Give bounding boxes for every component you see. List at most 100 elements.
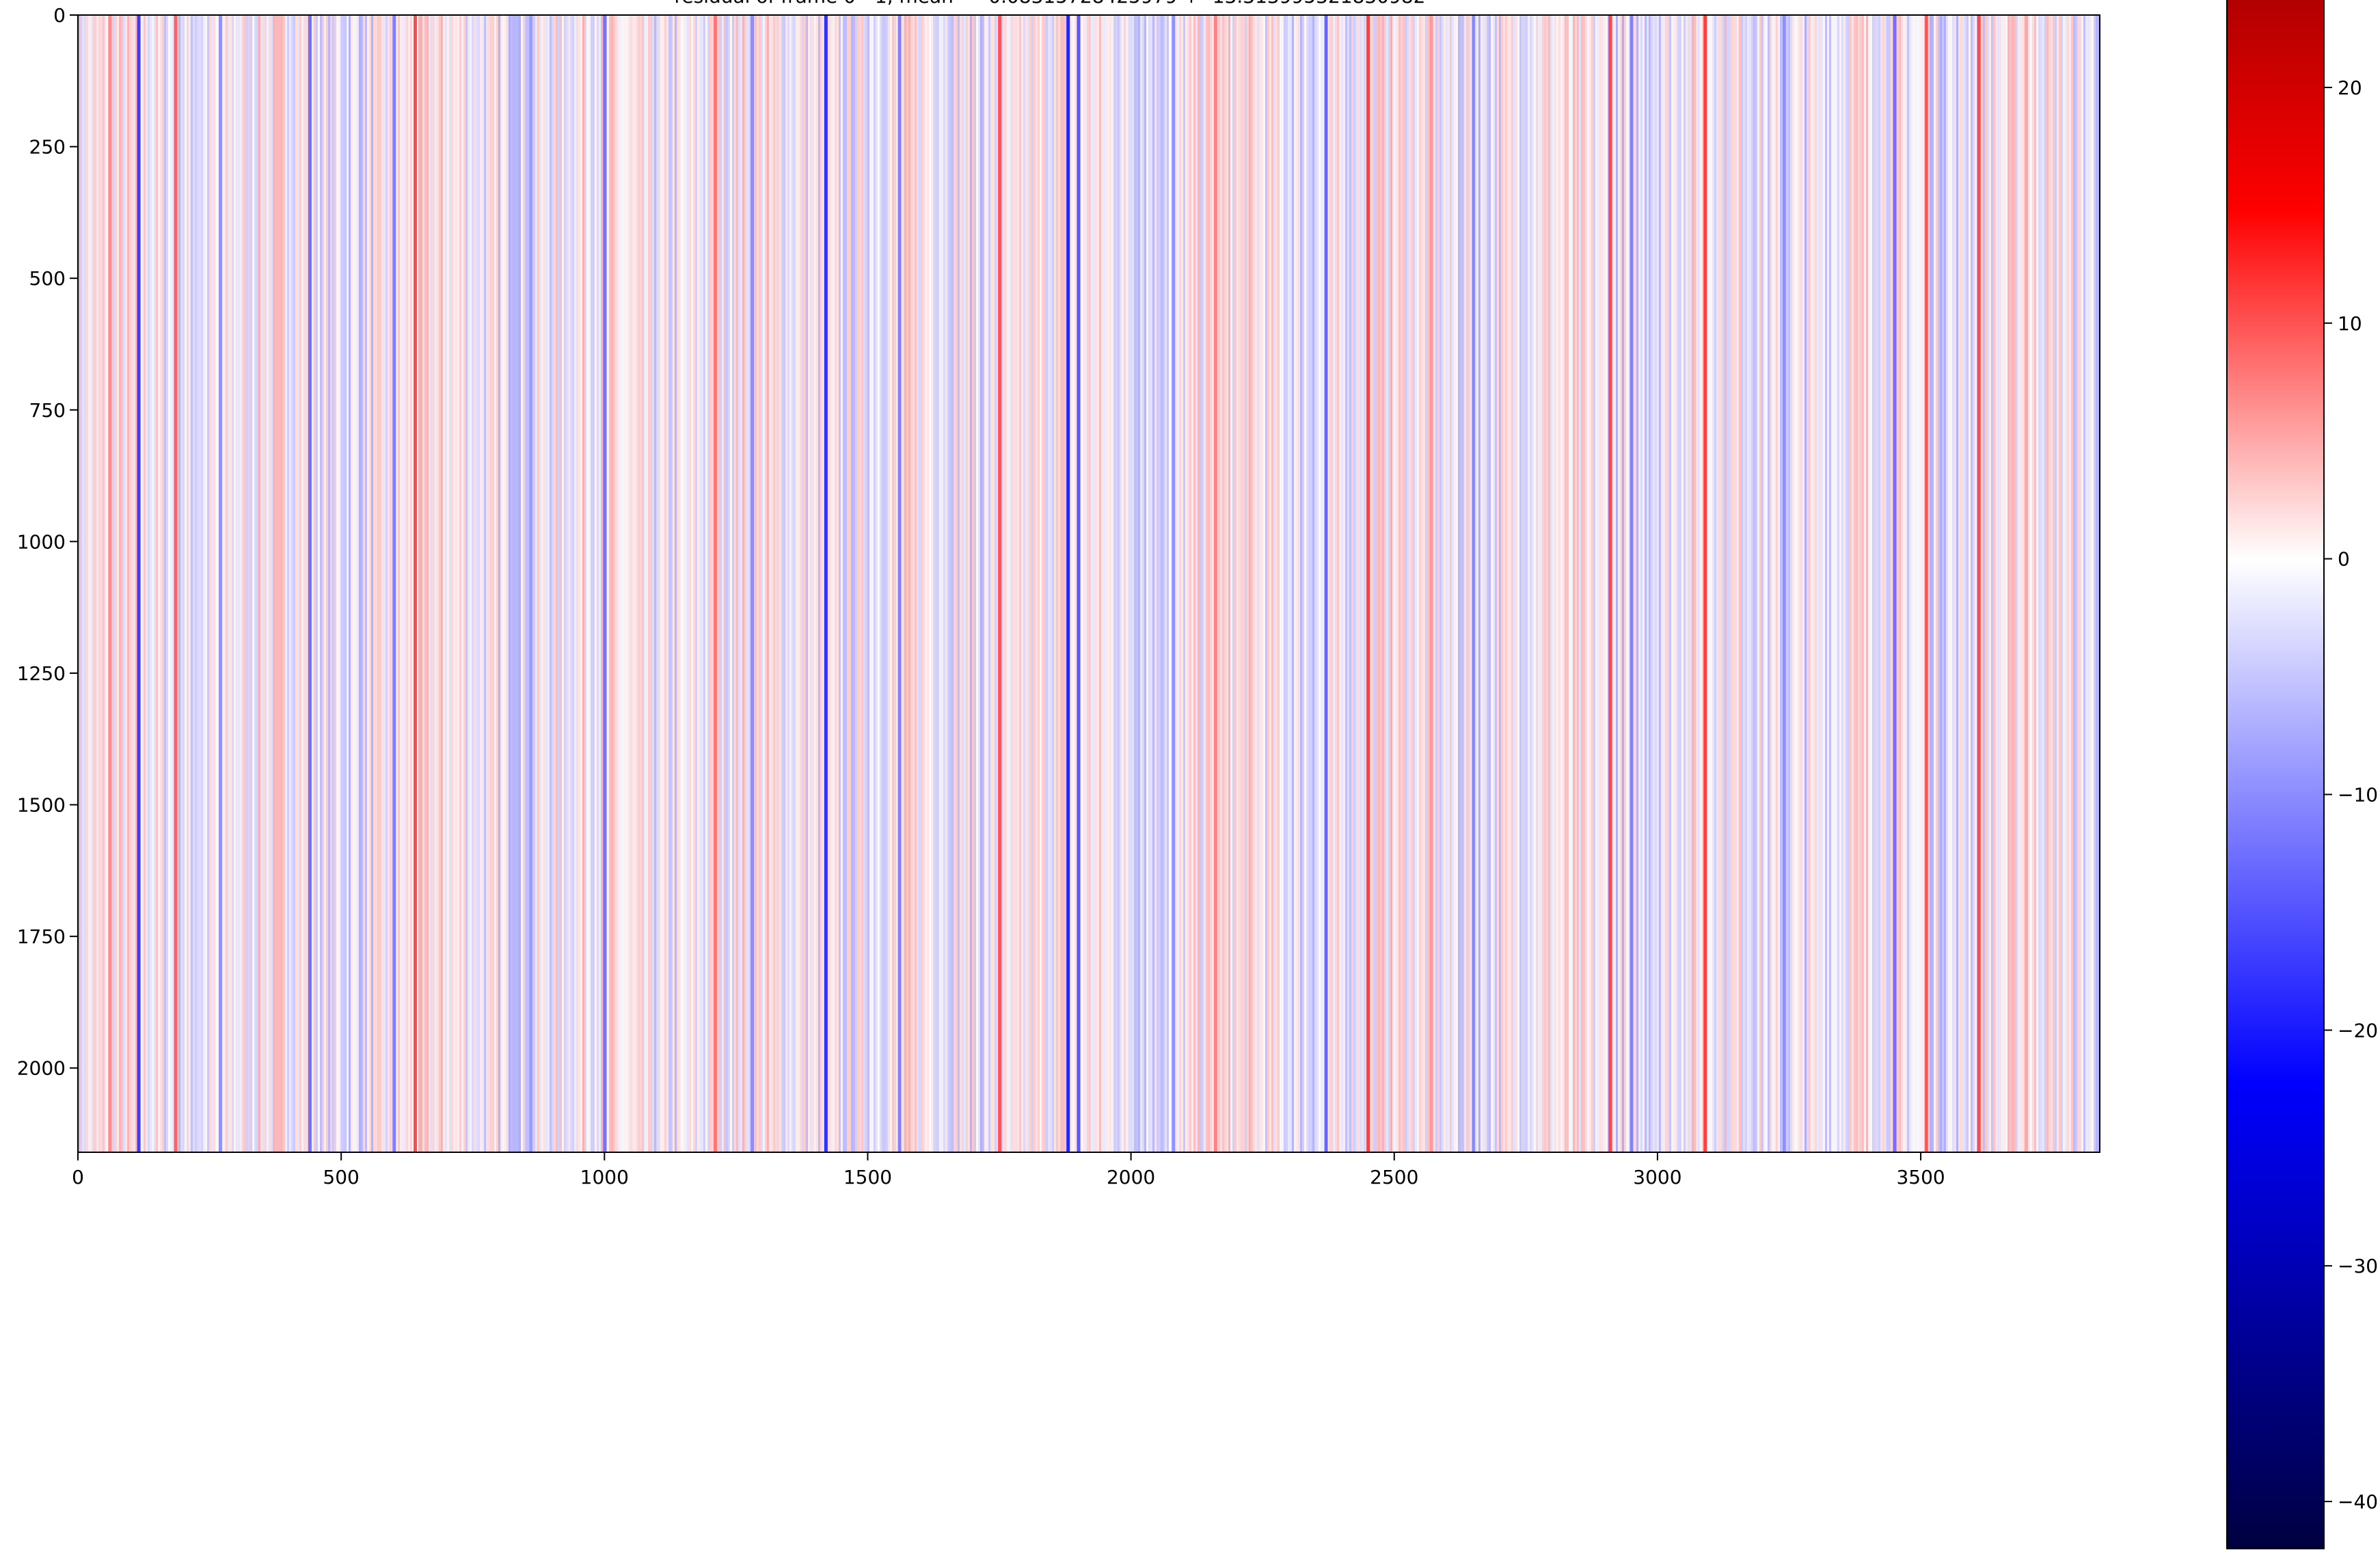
noise-column — [558, 15, 560, 1152]
noise-column — [209, 15, 211, 1152]
noise-column — [1349, 15, 1351, 1152]
noise-column — [1575, 15, 1577, 1152]
noise-column — [449, 15, 451, 1152]
noise-column — [2003, 15, 2005, 1152]
noise-column — [1249, 15, 1251, 1152]
noise-column — [888, 15, 890, 1152]
noise-column — [1852, 15, 1854, 1152]
noise-column — [1700, 15, 1702, 1152]
noise-column — [199, 15, 201, 1152]
noise-column — [1560, 15, 1563, 1152]
noise-column — [912, 15, 915, 1152]
noise-column — [666, 15, 668, 1152]
y-tick-label: 1000 — [17, 530, 66, 553]
noise-column — [457, 15, 459, 1152]
y-tick-label: 2000 — [17, 1057, 66, 1080]
noise-column — [2094, 15, 2096, 1152]
noise-column — [117, 15, 119, 1152]
noise-column — [306, 15, 308, 1152]
noise-column — [945, 15, 947, 1152]
noise-column — [570, 15, 572, 1152]
noise-column — [131, 15, 133, 1152]
noise-column — [607, 15, 609, 1152]
noise-column — [847, 15, 849, 1152]
noise-column — [1386, 15, 1388, 1152]
noise-column — [1101, 15, 1103, 1152]
noise-column — [1198, 15, 1200, 1152]
noise-column — [1532, 15, 1534, 1152]
x-tick-label: 1500 — [843, 1166, 892, 1188]
noise-column — [2079, 15, 2081, 1152]
colorbar-tick-label: −10 — [2338, 783, 2378, 806]
noise-column — [1800, 15, 1802, 1152]
noise-column — [1152, 15, 1154, 1152]
noise-column — [1837, 15, 1839, 1152]
noise-column — [732, 15, 734, 1152]
noise-column — [521, 15, 523, 1152]
noise-column — [650, 15, 652, 1152]
noise-column — [1813, 15, 1815, 1152]
noise-column — [962, 15, 964, 1152]
noise-column — [1189, 15, 1191, 1152]
noise-column — [1298, 15, 1300, 1152]
noise-column — [1204, 15, 1206, 1152]
noise-column — [355, 15, 357, 1152]
noise-column — [1017, 15, 1019, 1152]
noise-column — [1733, 15, 1735, 1152]
noise-column — [328, 15, 330, 1152]
noise-column — [1753, 15, 1755, 1152]
noise-column — [574, 15, 576, 1152]
noise-column — [1989, 15, 1991, 1152]
noise-column — [1489, 15, 1491, 1152]
y-tick-label: 500 — [29, 267, 66, 290]
noise-column — [1275, 15, 1277, 1152]
noise-column — [861, 15, 863, 1152]
noise-column — [1031, 15, 1033, 1152]
noise-column — [919, 15, 921, 1152]
noise-column — [545, 15, 547, 1152]
noise-column — [1763, 15, 1766, 1152]
noise-column — [293, 15, 295, 1152]
noise-column — [1766, 15, 1768, 1152]
noise-column — [2020, 15, 2022, 1152]
noise-column — [1513, 15, 1515, 1152]
stripe-column — [1472, 15, 1476, 1152]
stripe-column — [897, 15, 902, 1152]
noise-column — [1206, 15, 1208, 1152]
noise-column — [1191, 15, 1193, 1152]
noise-column — [830, 15, 833, 1152]
noise-column — [1261, 15, 1263, 1152]
noise-column — [1074, 15, 1077, 1152]
noise-column — [562, 15, 564, 1152]
noise-column — [1015, 15, 1017, 1152]
noise-column — [1739, 15, 1741, 1152]
noise-column — [363, 15, 365, 1152]
noise-column — [314, 15, 316, 1152]
noise-column — [406, 15, 408, 1152]
noise-column — [2038, 15, 2040, 1152]
noise-column — [2012, 15, 2014, 1152]
noise-column — [1804, 15, 1807, 1152]
noise-column — [494, 15, 496, 1152]
stripe-column — [392, 15, 396, 1152]
noise-column — [1462, 15, 1464, 1152]
noise-column — [232, 15, 234, 1152]
noise-column — [197, 15, 199, 1152]
noise-column — [172, 15, 174, 1152]
noise-column — [910, 15, 912, 1152]
noise-column — [988, 15, 990, 1152]
y-tick-label: 1500 — [17, 794, 66, 817]
noise-column — [1987, 15, 1989, 1152]
noise-column — [1975, 15, 1977, 1152]
noise-column — [1183, 15, 1185, 1152]
noise-column — [1581, 15, 1583, 1152]
noise-column — [1089, 15, 1091, 1152]
noise-column — [1962, 15, 1964, 1152]
noise-column — [679, 15, 681, 1152]
noise-column — [1751, 15, 1753, 1152]
noise-column — [347, 15, 349, 1152]
noise-column — [1070, 15, 1072, 1152]
noise-column — [1284, 15, 1286, 1152]
noise-column — [1817, 15, 1819, 1152]
noise-column — [2073, 15, 2075, 1152]
